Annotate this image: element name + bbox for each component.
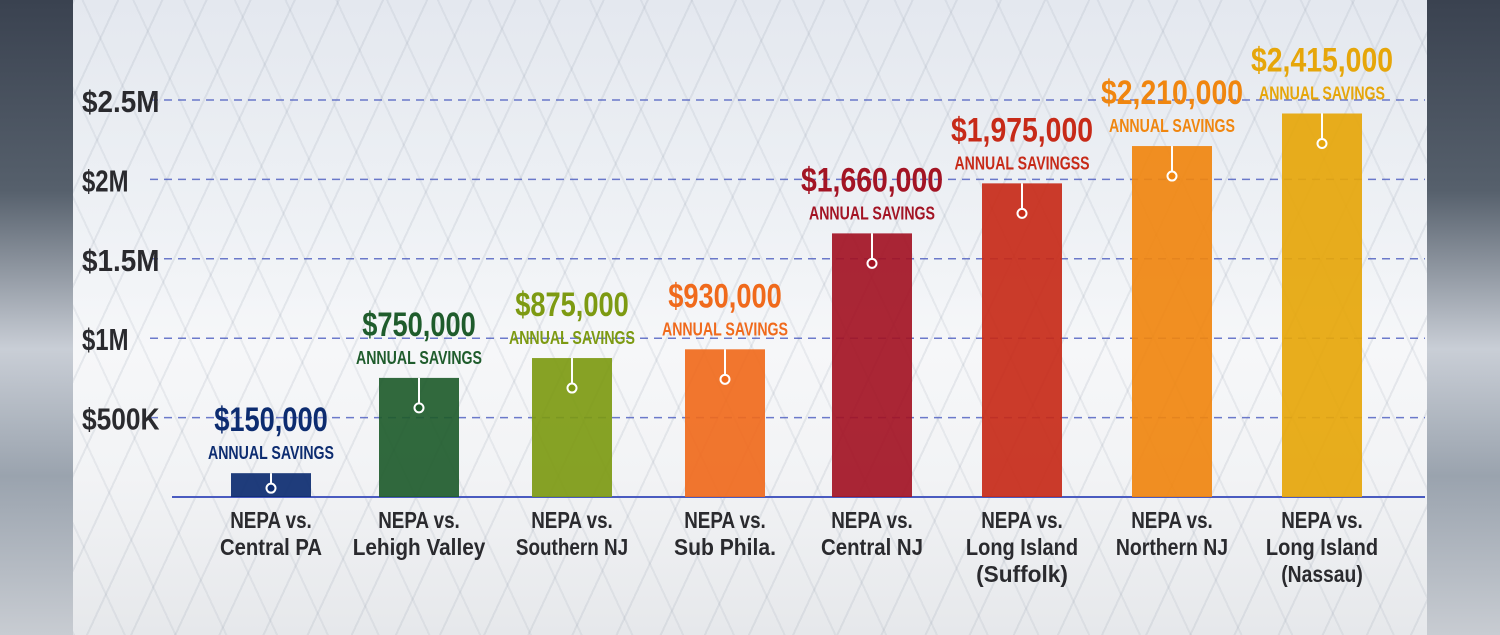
y-tick-label: $1.5M xyxy=(82,243,160,278)
category-label: Northern NJ xyxy=(1116,534,1228,560)
bar xyxy=(982,183,1062,497)
category-label: (Suffolk) xyxy=(976,561,1068,587)
category-label: Long Island xyxy=(1266,534,1378,560)
category-label: NEPA vs. xyxy=(1131,507,1213,533)
category-label: Long Island xyxy=(966,534,1078,560)
value-label: $2,415,000 xyxy=(1251,41,1393,79)
value-label: $1,975,000 xyxy=(951,111,1093,149)
annual-savings-label: ANNUAL SAVINGS xyxy=(1259,83,1385,103)
category-label: Central PA xyxy=(220,534,322,560)
value-label: $2,210,000 xyxy=(1101,74,1243,112)
annual-savings-label: ANNUAL SAVINGS xyxy=(662,319,788,339)
annual-savings-label: ANNUAL SAVINGS xyxy=(208,443,334,463)
category-label: NEPA vs. xyxy=(1281,507,1363,533)
bar xyxy=(1132,146,1212,497)
bar-marker-dot xyxy=(866,257,878,269)
bar xyxy=(832,233,912,497)
category-label: Sub Phila. xyxy=(674,534,776,560)
annual-savings-label: ANNUAL SAVINGS xyxy=(509,328,635,348)
category-label: (Nassau) xyxy=(1281,561,1363,587)
category-label: NEPA vs. xyxy=(531,507,613,533)
y-tick-label: $2M xyxy=(82,163,129,198)
annual-savings-label: ANNUAL SAVINGSS xyxy=(955,153,1090,173)
category-label: NEPA vs. xyxy=(831,507,913,533)
y-tick-label: $2.5M xyxy=(82,84,160,119)
category-label: NEPA vs. xyxy=(981,507,1063,533)
bar-marker-dot xyxy=(265,482,277,494)
value-label: $930,000 xyxy=(668,277,782,315)
bar xyxy=(1282,113,1362,498)
category-label: NEPA vs. xyxy=(378,507,460,533)
bar-marker-dot xyxy=(566,382,578,394)
annual-savings-label: ANNUAL SAVINGS xyxy=(1109,116,1235,136)
value-label: $750,000 xyxy=(362,306,476,344)
value-label: $1,660,000 xyxy=(801,161,943,199)
y-tick-label: $1M xyxy=(82,322,129,357)
bar-marker-dot xyxy=(719,373,731,385)
category-label: NEPA vs. xyxy=(230,507,312,533)
category-label: Southern NJ xyxy=(516,534,628,560)
bar-marker-dot xyxy=(1166,170,1178,182)
bar-marker-dot xyxy=(1016,207,1028,219)
annual-savings-label: ANNUAL SAVINGS xyxy=(356,348,482,368)
y-tick-label: $500K xyxy=(82,402,160,437)
category-label: Lehigh Valley xyxy=(353,534,486,560)
category-label: NEPA vs. xyxy=(684,507,766,533)
bar-marker-dot xyxy=(1316,137,1328,149)
category-label: Central NJ xyxy=(821,534,923,560)
value-label: $150,000 xyxy=(214,401,328,439)
annual-savings-label: ANNUAL SAVINGS xyxy=(809,203,935,223)
bar-marker-dot xyxy=(413,402,425,414)
value-label: $875,000 xyxy=(515,286,629,324)
